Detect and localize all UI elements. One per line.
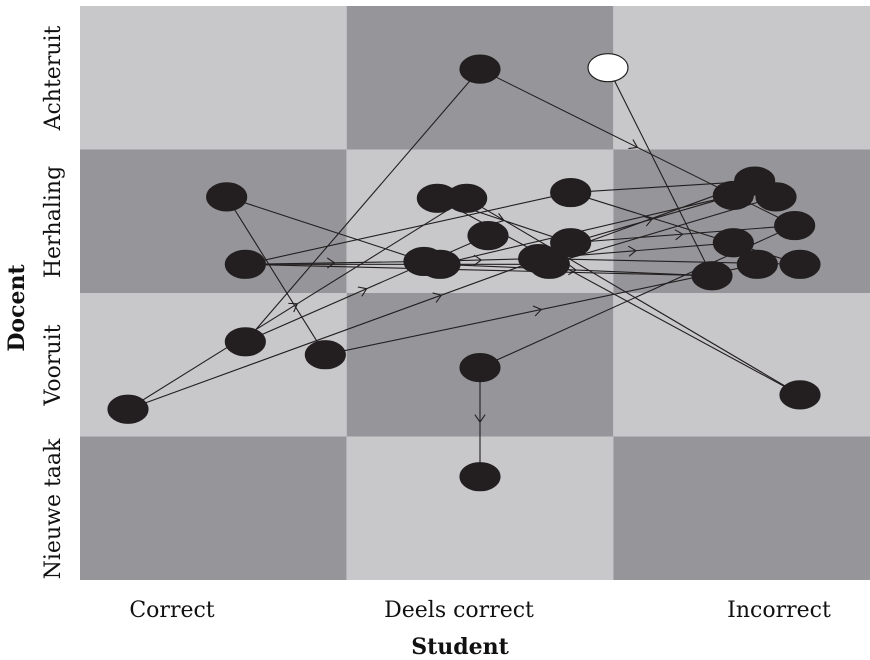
edge-line [466,197,801,396]
edge-arrowhead [643,215,653,227]
cell-herhaling-correct [80,149,347,293]
node-point [224,249,266,279]
node-point [467,221,509,251]
node-point [550,228,592,258]
node-point-open [587,53,629,83]
node-point [774,210,816,241]
x-tick-1: Deels correct [384,598,534,623]
cell-nieuwe-taak-incorrect [613,436,870,580]
cell-achteruit-correct [80,6,347,150]
node-point [206,182,248,212]
edge-arrowhead [474,414,486,424]
node-point [755,182,797,212]
y-tick-0: Nieuwe taak [41,438,66,579]
node-point [107,394,149,424]
y-tick-3: Achteruit [41,25,66,131]
edge-arrowhead [326,257,336,269]
y-tick-2: Herhaling [41,166,66,278]
edge-arrowhead [674,229,684,241]
edge-line [607,67,713,277]
edge-line [244,68,481,343]
edge-line [245,192,571,265]
node-point [459,353,501,383]
grid-cells [80,6,870,580]
edge-arrowhead [288,302,299,313]
node-point [304,340,346,370]
edge-arrowhead [628,139,639,150]
edge-arrowhead [627,245,637,257]
node-point [419,249,461,279]
edge-arrowhead [357,286,368,297]
node-point [459,54,501,84]
node-point [779,380,821,410]
cell-achteruit-incorrect [613,6,870,150]
node-point [459,462,501,492]
edge-line [226,196,326,355]
node-point [779,249,821,279]
edge-arrowhead [568,264,577,276]
edge-line [226,196,425,262]
y-tick-1: Vooruit [41,324,66,406]
edge-line [439,194,734,265]
node-point [550,177,592,208]
edge-arrowhead [432,292,443,303]
node-point [224,327,266,357]
node-point [691,261,733,291]
node-point [446,183,488,213]
x-tick-0: Correct [129,598,214,623]
node-point [712,228,754,258]
cell-nieuwe-taak-correct [80,436,347,580]
node-point [736,249,778,279]
node-point [528,249,570,279]
x-tick-2: Incorrect [727,598,831,623]
edge-line [245,263,713,277]
edge-arrowhead [473,254,483,266]
node-point [712,180,754,211]
nodes [107,53,821,492]
edge-arrowhead [532,305,543,317]
x-axis-title: Student [411,634,509,660]
y-axis-title: Docent [4,264,30,352]
